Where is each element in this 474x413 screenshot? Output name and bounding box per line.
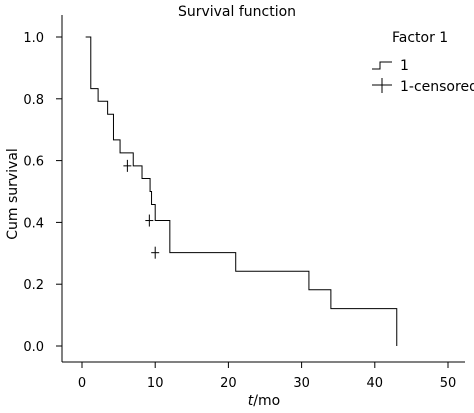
x-tick-label: 10 (147, 376, 164, 391)
x-axis-label: t/mo (248, 393, 280, 409)
y-ticks: 0.0 0.2 0.4 0.6 0.8 1.0 (23, 31, 62, 355)
y-tick-label: 1.0 (23, 31, 44, 46)
legend-step-marker (372, 61, 392, 70)
x-axis-label-unit: /mo (253, 393, 280, 409)
censor-marks (123, 159, 160, 259)
x-ticks: 0 10 20 30 40 50 (78, 362, 456, 391)
x-tick-label: 20 (220, 376, 237, 391)
survival-curve (85, 36, 398, 346)
legend-entry-1-censored: 1-censored (400, 79, 474, 95)
x-tick-label: 50 (440, 376, 457, 391)
legend-title: Factor 1 (392, 30, 448, 46)
x-tick-label: 0 (78, 376, 86, 391)
y-tick-label: 0.4 (23, 216, 44, 231)
x-axis-label-variable: t (248, 393, 254, 409)
x-tick-label: 40 (367, 376, 384, 391)
x-tick-label: 30 (293, 376, 310, 391)
y-tick-label: 0.2 (23, 278, 44, 293)
chart-title: Survival function (178, 4, 296, 20)
y-axis-label: Cum survival (5, 148, 21, 240)
legend-entry-1: 1 (400, 58, 409, 74)
legend: Factor 1 1 1-censored (372, 30, 474, 95)
y-tick-label: 0.8 (23, 93, 44, 108)
y-tick-label: 0.0 (23, 340, 44, 355)
y-tick-label: 0.6 (23, 155, 44, 170)
